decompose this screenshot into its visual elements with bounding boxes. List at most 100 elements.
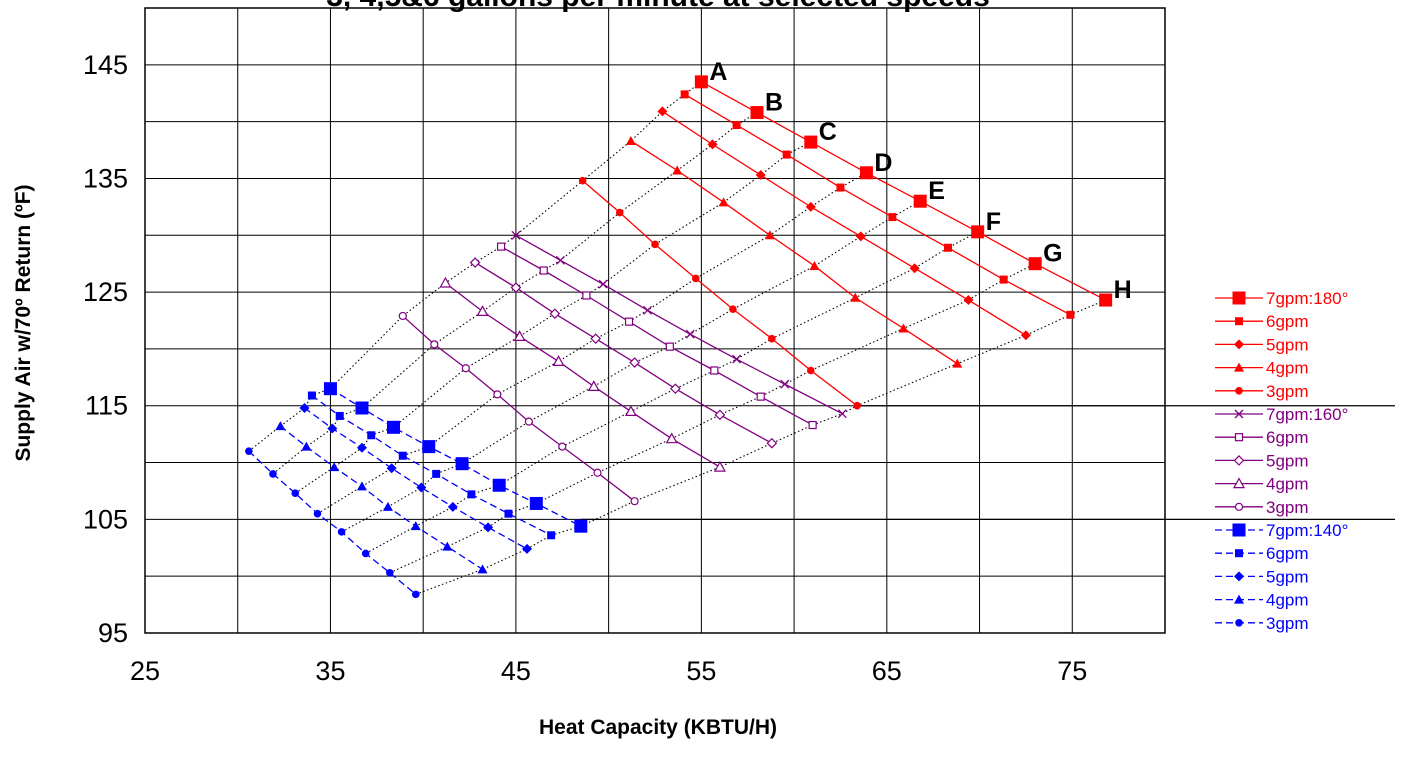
data-point [714, 409, 726, 421]
data-point [307, 391, 316, 400]
data-point [764, 230, 775, 240]
legend-label: 3gpm [1266, 614, 1309, 633]
data-point [1235, 387, 1243, 395]
point-label: A [709, 58, 727, 86]
speed-lines [248, 81, 1106, 595]
series-line [701, 81, 1106, 301]
x-tick-label: 65 [872, 656, 902, 686]
data-point [768, 334, 776, 343]
data-point [386, 568, 394, 577]
series-line [630, 140, 958, 365]
data-point [493, 390, 502, 399]
data-point [355, 401, 369, 415]
data-point [707, 139, 718, 150]
legend-label: 7gpm:140° [1266, 521, 1348, 540]
series [245, 447, 420, 599]
series-line [402, 315, 635, 502]
data-point [665, 342, 674, 351]
data-point [1020, 330, 1031, 341]
data-point [755, 170, 766, 181]
data-point [853, 401, 861, 410]
speed-line [341, 200, 921, 533]
data-point [361, 549, 370, 558]
x-tick-label: 75 [1057, 656, 1087, 686]
series-line [500, 246, 813, 426]
data-point [476, 305, 489, 317]
data-point [694, 75, 708, 89]
speed-line [294, 141, 812, 494]
data-point [382, 501, 393, 511]
data-point [952, 358, 963, 368]
data-point [963, 295, 974, 306]
legend-item: 5gpm [1215, 335, 1309, 354]
legend-item: 4gpm [1215, 591, 1309, 610]
data-point [547, 531, 556, 540]
data-point [624, 317, 634, 326]
data-point [245, 447, 253, 455]
series [625, 135, 963, 368]
data-point [732, 121, 741, 130]
speed-line [272, 112, 758, 475]
data-point [630, 497, 639, 506]
data-point [477, 564, 488, 574]
series-line [445, 282, 721, 468]
data-point [504, 509, 513, 518]
data-point [337, 528, 346, 536]
y-axis-title: Supply Air w/70º Return (ºF) [12, 184, 35, 461]
data-point [555, 255, 565, 265]
legend-item: 5gpm [1215, 567, 1309, 586]
x-axis-ticks: 25 35 45 55 65 75 [130, 656, 1087, 686]
data-point [808, 420, 817, 430]
series [680, 90, 1075, 319]
data-point [713, 460, 726, 472]
legend-item: 4gpm [1215, 475, 1309, 494]
y-tick-label: 135 [83, 163, 128, 193]
data-point [410, 521, 421, 531]
data-point [837, 409, 847, 419]
data-point [1234, 502, 1244, 511]
data-point [1234, 594, 1244, 604]
data-point [1232, 291, 1246, 305]
series [578, 176, 861, 410]
data-point [524, 417, 533, 426]
legend: 7gpm:180° 6gpm 5gpm 4gpm 3gpm 7gpm:160° 6gpm 5g… [1215, 289, 1348, 633]
legend-item: 5gpm [1215, 451, 1309, 470]
legend-label: 6gpm [1266, 428, 1309, 447]
series-line [582, 180, 858, 407]
y-axis-ticks: 95 105 115 125 135 145 [83, 50, 128, 648]
data-point [496, 242, 506, 251]
data-point [552, 355, 565, 367]
legend-label: 5gpm [1266, 451, 1309, 470]
data-point [593, 468, 602, 477]
legend-item: 6gpm [1215, 312, 1309, 331]
legend-item: 3gpm [1215, 498, 1309, 517]
series [323, 382, 588, 533]
series [694, 75, 1113, 307]
speed-line [317, 172, 867, 515]
data-point [1235, 619, 1243, 627]
data-point [909, 263, 920, 274]
series-line [248, 450, 417, 595]
data-point [859, 166, 873, 180]
series [469, 257, 778, 449]
legend-item: 7gpm:160° [1215, 405, 1348, 424]
x-tick-label: 25 [130, 656, 160, 686]
data-point [850, 292, 861, 302]
data-point [855, 231, 866, 242]
data-point [299, 403, 310, 413]
data-point [387, 420, 401, 434]
data-point [327, 423, 338, 434]
data-point [590, 333, 602, 345]
reference-lines [580, 405, 1395, 520]
series [511, 230, 847, 419]
data-point [483, 522, 494, 533]
data-point [809, 260, 820, 270]
data-point [492, 478, 506, 492]
data-point [574, 519, 588, 533]
data-point [539, 266, 548, 275]
data-point [1234, 339, 1244, 350]
point-labels: A B C D E F G H [709, 58, 1131, 304]
point-label: F [986, 208, 1001, 236]
data-point [651, 240, 659, 249]
